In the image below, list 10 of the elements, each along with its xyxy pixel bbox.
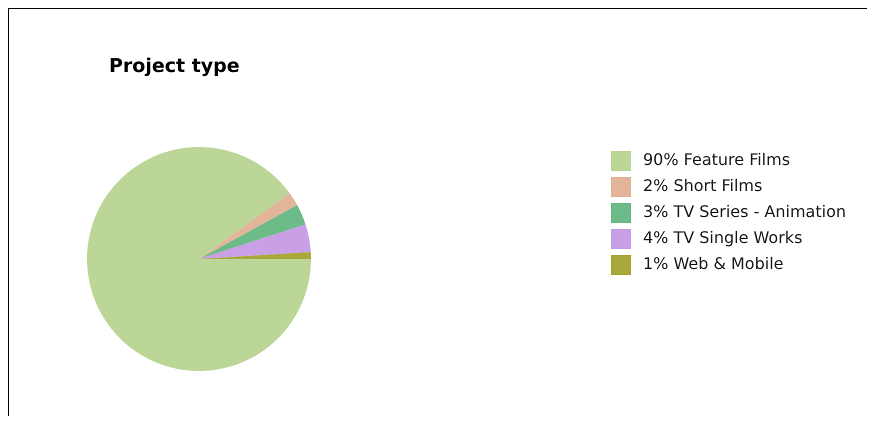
legend-label: 4% TV Single Works bbox=[643, 228, 802, 247]
chart-title: Project type bbox=[109, 55, 240, 77]
legend-label: 90% Feature Films bbox=[643, 150, 790, 169]
legend-label: 3% TV Series - Animation bbox=[643, 202, 846, 221]
pie-slice bbox=[199, 205, 306, 259]
pie-slice bbox=[87, 147, 311, 371]
pie-slice bbox=[199, 193, 298, 259]
pie-slice bbox=[199, 224, 311, 259]
legend-label: 2% Short Films bbox=[643, 176, 762, 195]
legend-label: 1% Web & Mobile bbox=[643, 254, 784, 273]
